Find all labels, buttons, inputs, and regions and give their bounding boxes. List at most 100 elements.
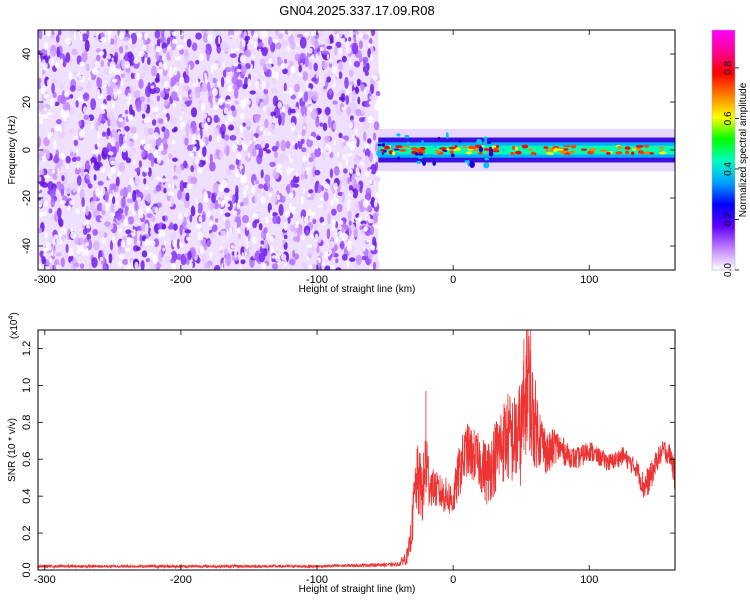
noise-cell xyxy=(142,64,149,71)
noise-cell xyxy=(112,196,116,205)
noise-cell xyxy=(351,223,356,232)
snr-y-tick-label: 0.2 xyxy=(21,525,33,540)
noise-gap xyxy=(140,139,146,144)
noise-cell xyxy=(90,156,97,166)
noise-cell xyxy=(187,90,191,95)
noise-gap xyxy=(288,192,294,198)
noise-gap xyxy=(145,117,151,123)
noise-gap xyxy=(328,241,335,249)
noise-gap xyxy=(283,90,289,94)
noise-gap xyxy=(241,252,245,260)
signal-edge xyxy=(416,142,421,145)
noise-cell xyxy=(344,77,349,89)
noise-gap xyxy=(335,237,339,243)
noise-cell xyxy=(323,88,328,94)
noise-cell xyxy=(346,106,352,115)
noise-gap xyxy=(38,200,43,208)
noise-gap xyxy=(167,191,171,196)
noise-cell xyxy=(81,197,85,208)
signal-edge xyxy=(483,162,490,169)
noise-cell xyxy=(141,250,148,258)
noise-gap xyxy=(308,208,312,217)
noise-cell xyxy=(312,218,317,224)
noise-gap xyxy=(247,100,251,105)
noise-cell xyxy=(97,154,102,163)
spectrogram-y-tick-label: -40 xyxy=(21,238,33,254)
noise-gap xyxy=(306,152,309,161)
noise-gap xyxy=(180,242,184,248)
noise-gap xyxy=(89,160,92,166)
snr-multiplier-base: (x10 xyxy=(9,319,20,339)
noise-gap xyxy=(137,197,141,201)
signal-edge xyxy=(469,161,475,169)
noise-gap xyxy=(110,212,116,217)
noise-gap xyxy=(131,232,136,237)
noise-cell xyxy=(71,48,78,56)
noise-cell xyxy=(338,30,343,38)
noise-gap xyxy=(170,254,172,259)
noise-gap xyxy=(144,238,149,247)
noise-cell xyxy=(80,43,85,54)
noise-gap xyxy=(233,210,238,216)
noise-gap xyxy=(171,262,176,270)
noise-cell xyxy=(175,253,182,261)
noise-cell xyxy=(288,259,296,265)
signal-edge xyxy=(476,138,482,145)
noise-gap xyxy=(284,210,291,218)
noise-cell xyxy=(136,246,141,251)
noise-cell xyxy=(367,138,372,144)
noise-cell xyxy=(264,119,269,129)
noise-gap xyxy=(117,228,123,234)
noise-cell xyxy=(295,235,301,243)
noise-cell xyxy=(325,37,331,46)
noise-gap xyxy=(347,202,350,212)
noise-gap xyxy=(345,46,352,54)
noise-cell xyxy=(213,30,219,37)
noise-gap xyxy=(317,204,324,208)
noise-gap xyxy=(39,117,44,125)
noise-cell xyxy=(222,69,227,78)
noise-cell xyxy=(311,91,319,102)
noise-gap xyxy=(92,30,99,37)
noise-cell xyxy=(206,240,212,246)
noise-cell xyxy=(348,69,354,78)
noise-gap xyxy=(101,187,106,195)
noise-gap xyxy=(158,61,163,68)
noise-cell xyxy=(91,257,98,268)
noise-gap xyxy=(110,141,114,146)
noise-cell xyxy=(110,117,117,128)
noise-cell xyxy=(355,86,360,95)
noise-cell xyxy=(329,168,334,179)
snr-frame xyxy=(37,329,676,571)
noise-cell xyxy=(279,153,286,161)
signal-peak xyxy=(530,151,536,156)
noise-gap xyxy=(253,33,258,38)
noise-cell xyxy=(230,105,236,112)
noise-cell xyxy=(334,45,338,56)
noise-gap xyxy=(373,180,376,186)
noise-gap xyxy=(331,65,338,75)
noise-cell xyxy=(245,63,251,70)
noise-cell xyxy=(194,87,201,99)
noise-cell xyxy=(190,205,196,217)
noise-gap xyxy=(206,210,211,218)
noise-gap xyxy=(177,44,183,51)
noise-gap xyxy=(57,167,60,177)
noise-gap xyxy=(123,218,129,227)
noise-gap xyxy=(163,240,167,245)
noise-cell xyxy=(260,169,264,179)
noise-cell xyxy=(300,105,308,116)
noise-gap xyxy=(183,38,187,43)
noise-gap xyxy=(179,94,182,101)
noise-gap xyxy=(153,106,159,113)
noise-cell xyxy=(114,132,119,142)
noise-gap xyxy=(126,236,132,246)
noise-gap xyxy=(76,249,82,255)
noise-cell xyxy=(114,47,119,53)
noise-gap xyxy=(331,224,336,231)
noise-gap xyxy=(205,157,209,166)
noise-gap xyxy=(348,190,354,198)
noise-cell xyxy=(361,255,367,261)
colorbar-tick-label: 0.4 xyxy=(723,162,734,176)
noise-cell xyxy=(201,253,207,265)
